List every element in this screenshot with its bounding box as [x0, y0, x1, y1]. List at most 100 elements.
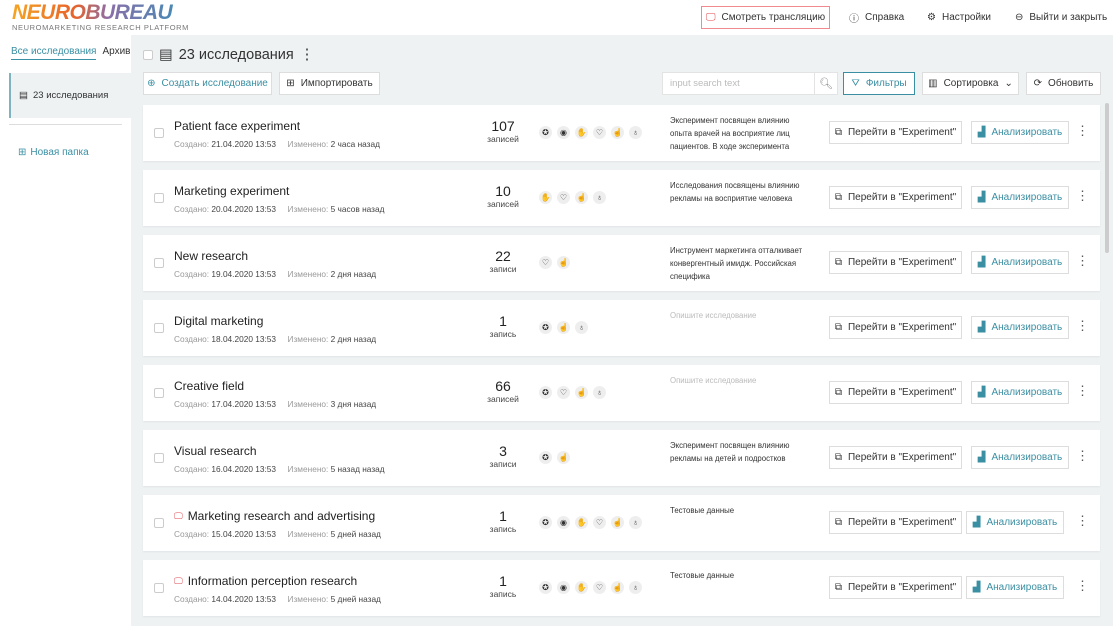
more-icon[interactable]: ⋮	[1076, 448, 1089, 463]
research-row[interactable]: Creative field Создано: 17.04.2020 13:53…	[143, 365, 1100, 421]
tab-all-research[interactable]: Все исследования	[11, 46, 97, 60]
research-name[interactable]: Visual research	[174, 444, 257, 458]
analyze-button[interactable]: ▟ Анализировать	[971, 251, 1069, 274]
more-icon[interactable]: ⋮	[1076, 513, 1089, 528]
create-research-button[interactable]: ⊕ Создать исследование	[143, 72, 272, 95]
chart-icon: ▟	[972, 582, 981, 593]
records-count: 1 запись	[489, 313, 517, 339]
gsr-icon: ♁	[629, 516, 642, 529]
research-name[interactable]: New research	[174, 249, 249, 263]
records-count: 3 записи	[489, 443, 517, 469]
research-description: Инструмент маркетинга отталкивает конвер…	[670, 246, 803, 281]
go-to-experiment-button[interactable]: ⧉ Перейти в "Experiment"	[829, 316, 962, 339]
row-checkbox[interactable]	[154, 128, 164, 138]
records-count: 22 записи	[489, 248, 517, 274]
research-description: Исследования посвящены влиянию рекламы н…	[670, 181, 800, 203]
row-checkbox[interactable]	[154, 323, 164, 333]
go-to-experiment-button[interactable]: ⧉ Перейти в "Experiment"	[829, 251, 962, 274]
research-row[interactable]: New research Создано: 19.04.2020 13:53 И…	[143, 235, 1100, 291]
settings-button[interactable]: ⚙ Настройки	[927, 12, 992, 23]
live-stream-icon: 🖵	[174, 575, 183, 586]
external-link-icon: ⧉	[834, 452, 842, 463]
analyze-button[interactable]: ▟ Анализировать	[971, 186, 1069, 209]
row-checkbox[interactable]	[154, 258, 164, 268]
row-checkbox[interactable]	[154, 193, 164, 203]
refresh-button[interactable]: ⟳ Обновить	[1026, 72, 1101, 95]
import-button[interactable]: ⊞ Импортировать	[279, 72, 380, 95]
go-to-experiment-button[interactable]: ⧉ Перейти в "Experiment"	[829, 446, 962, 469]
more-icon[interactable]: ⋮	[1076, 123, 1089, 138]
research-description: Тестовые данные	[670, 506, 735, 515]
heart-pulse-icon: ♡	[557, 191, 570, 204]
row-checkbox[interactable]	[154, 583, 164, 593]
research-row[interactable]: Visual research Создано: 16.04.2020 13:5…	[143, 430, 1100, 486]
research-name[interactable]: Digital marketing	[174, 314, 264, 328]
sidebar: Все исследования Архив ▤ 23 исследования …	[0, 35, 131, 626]
heart-pulse-icon: ♡	[593, 126, 606, 139]
research-meta: Создано: 14.04.2020 13:53 Изменено: 5 дн…	[174, 594, 381, 604]
more-icon[interactable]: ⋮	[1076, 188, 1089, 203]
tab-archive[interactable]: Архив	[102, 46, 131, 57]
external-link-icon: ⧉	[834, 517, 842, 528]
search-icon[interactable]: 🔍︎	[814, 73, 837, 94]
brain-icon: ✪	[539, 581, 552, 594]
row-checkbox[interactable]	[154, 453, 164, 463]
research-name[interactable]: Patient face experiment	[174, 119, 301, 133]
go-to-experiment-button[interactable]: ⧉ Перейти в "Experiment"	[829, 381, 962, 404]
heart-pulse-icon: ♡	[557, 386, 570, 399]
eye-icon: ◉	[557, 581, 570, 594]
go-to-experiment-button[interactable]: ⧉ Перейти в "Experiment"	[829, 186, 962, 209]
select-all-checkbox[interactable]	[143, 50, 153, 60]
research-row[interactable]: 🖵 Marketing research and advertising Созд…	[143, 495, 1100, 551]
filters-button[interactable]: ⛛ Фильтры	[843, 72, 915, 95]
analyze-button[interactable]: ▟ Анализировать	[971, 446, 1069, 469]
go-to-experiment-button[interactable]: ⧉ Перейти в "Experiment"	[829, 576, 962, 599]
research-name[interactable]: Creative field	[174, 379, 245, 393]
research-row[interactable]: Patient face experiment Создано: 21.04.2…	[143, 105, 1100, 161]
analyze-button[interactable]: ▟ Анализировать	[966, 576, 1064, 599]
research-name[interactable]: 🖵 Marketing research and advertising	[174, 509, 376, 523]
eye-icon: ◉	[557, 516, 570, 529]
more-icon[interactable]: ⋮	[1076, 578, 1089, 593]
pointer-icon: ☝	[557, 256, 570, 269]
research-meta: Создано: 15.04.2020 13:53 Изменено: 5 дн…	[174, 529, 381, 539]
live-stream-icon: 🖵	[174, 510, 183, 521]
research-row[interactable]: 🖵 Information perception research Создано…	[143, 560, 1100, 616]
more-icon[interactable]: ⋮	[1076, 383, 1089, 398]
pointer-icon: ☝	[557, 321, 570, 334]
logout-button[interactable]: ⊖ Выйти и закрыть	[1015, 12, 1108, 23]
records-count: 66 записей	[487, 378, 519, 404]
new-folder-button[interactable]: ⊞ Новая папка	[18, 147, 89, 158]
research-name[interactable]: 🖵 Information perception research	[174, 574, 358, 588]
sort-dropdown[interactable]: ▥ Сортировка ⌄	[922, 72, 1019, 95]
watch-stream-button[interactable]: 🖵 Смотреть трансляцию	[701, 6, 830, 29]
gsr-icon: ♁	[629, 581, 642, 594]
analyze-button[interactable]: ▟ Анализировать	[971, 121, 1069, 144]
analyze-button[interactable]: ▟ Анализировать	[966, 511, 1064, 534]
research-row[interactable]: Digital marketing Создано: 18.04.2020 13…	[143, 300, 1100, 356]
logout-icon: ⊖	[1015, 12, 1024, 23]
gear-icon: ⚙	[927, 12, 936, 23]
sidebar-folder[interactable]: ▤ 23 исследования	[9, 73, 131, 118]
gsr-icon: ♁	[593, 386, 606, 399]
scrollbar[interactable]	[1105, 103, 1109, 253]
analyze-button[interactable]: ▟ Анализировать	[971, 381, 1069, 404]
go-to-experiment-button[interactable]: ⧉ Перейти в "Experiment"	[829, 121, 962, 144]
research-name[interactable]: Marketing experiment	[174, 184, 290, 198]
search-input[interactable]	[663, 73, 814, 94]
research-description: Опишите исследование	[670, 376, 757, 385]
go-to-experiment-button[interactable]: ⧉ Перейти в "Experiment"	[829, 511, 962, 534]
logo[interactable]: NEUROBUREAU NEUROMARKETING RESEARCH PLAT…	[12, 1, 189, 32]
research-meta: Создано: 20.04.2020 13:53 Изменено: 5 ча…	[174, 204, 385, 214]
sensor-icons: ✪ ◉ ✋ ♡ ☝ ♁	[539, 581, 642, 594]
external-link-icon: ⧉	[834, 127, 842, 138]
more-icon[interactable]: ⋮	[1076, 253, 1089, 268]
more-icon[interactable]: ⋮	[1076, 318, 1089, 333]
more-icon[interactable]: ⋮	[299, 47, 315, 63]
row-checkbox[interactable]	[154, 518, 164, 528]
analyze-button[interactable]: ▟ Анализировать	[971, 316, 1069, 339]
research-row[interactable]: Marketing experiment Создано: 20.04.2020…	[143, 170, 1100, 226]
chart-icon: ▟	[972, 517, 981, 528]
help-button[interactable]: ⓘ Справка	[849, 12, 905, 25]
row-checkbox[interactable]	[154, 388, 164, 398]
